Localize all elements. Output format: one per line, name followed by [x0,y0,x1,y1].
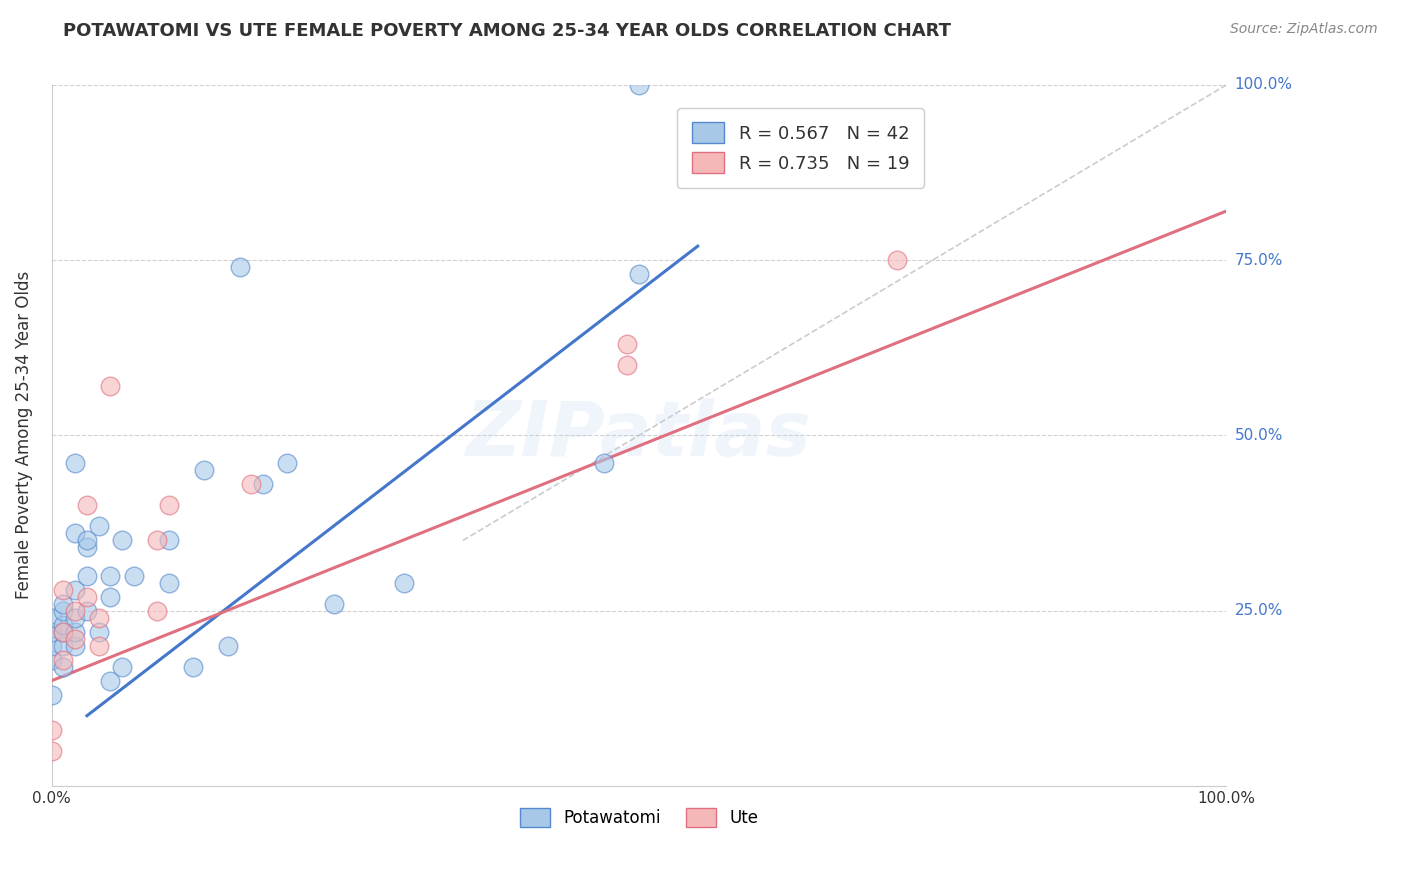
Point [111,533,134,548]
Point [228,260,250,275]
Point [76,590,98,604]
Point [157,533,180,548]
Point [87,624,110,639]
Point [52,617,75,632]
Text: 100.0%: 100.0% [1234,78,1292,93]
Point [252,477,274,491]
Point [87,610,110,624]
Point [65,639,87,653]
Point [76,499,98,513]
Point [76,541,98,555]
Point [76,533,98,548]
Point [41,723,63,737]
Point [76,568,98,582]
Text: 75.0%: 75.0% [1234,252,1282,268]
Point [65,582,87,597]
Point [65,632,87,646]
Point [65,610,87,624]
Point [122,568,145,582]
Point [76,604,98,618]
Point [41,688,63,702]
Point [217,639,239,653]
Point [592,457,614,471]
Point [52,624,75,639]
Point [100,673,122,688]
Point [146,604,169,618]
Point [181,659,204,673]
Point [111,659,134,673]
Text: POTAWATOMI VS UTE FEMALE POVERTY AMONG 25-34 YEAR OLDS CORRELATION CHART: POTAWATOMI VS UTE FEMALE POVERTY AMONG 2… [63,22,952,40]
Point [193,463,215,477]
Point [65,604,87,618]
Point [41,610,63,624]
Point [240,477,263,491]
Text: 50.0%: 50.0% [1234,428,1282,442]
Point [52,652,75,666]
Point [87,639,110,653]
Point [65,624,87,639]
Point [392,575,415,590]
Point [65,457,87,471]
Point [52,604,75,618]
Point [41,624,63,639]
Point [322,597,344,611]
Point [41,744,63,758]
Point [65,526,87,541]
Text: Source: ZipAtlas.com: Source: ZipAtlas.com [1230,22,1378,37]
Legend: Potawatomi, Ute: Potawatomi, Ute [513,801,765,833]
Point [627,267,650,281]
Point [52,624,75,639]
Point [100,379,122,393]
Point [616,337,638,351]
Point [157,499,180,513]
Point [52,639,75,653]
Point [41,639,63,653]
Point [886,253,908,268]
Point [157,575,180,590]
Point [87,519,110,533]
Text: ZIPatlas: ZIPatlas [465,399,813,473]
Text: 25.0%: 25.0% [1234,603,1282,618]
Point [52,659,75,673]
Point [100,590,122,604]
Point [52,597,75,611]
Point [627,78,650,92]
Point [52,582,75,597]
Point [146,533,169,548]
Y-axis label: Female Poverty Among 25-34 Year Olds: Female Poverty Among 25-34 Year Olds [15,271,32,599]
Point [41,652,63,666]
Point [616,359,638,373]
Point [276,457,298,471]
Point [100,568,122,582]
